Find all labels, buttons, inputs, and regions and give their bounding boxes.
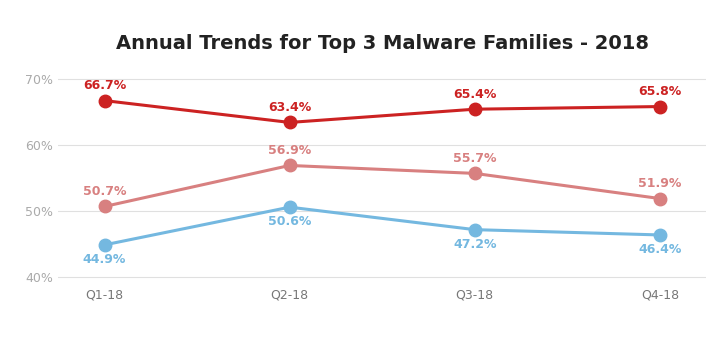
Text: 46.4%: 46.4% — [638, 243, 681, 256]
Text: 63.4%: 63.4% — [268, 101, 312, 114]
Text: 65.8%: 65.8% — [638, 85, 681, 98]
Text: 55.7%: 55.7% — [453, 152, 496, 165]
Text: 50.6%: 50.6% — [268, 215, 312, 229]
Text: 47.2%: 47.2% — [453, 238, 496, 251]
Text: 65.4%: 65.4% — [453, 88, 496, 101]
Text: 50.7%: 50.7% — [83, 185, 126, 198]
Text: 44.9%: 44.9% — [83, 253, 126, 266]
Text: 51.9%: 51.9% — [638, 177, 681, 190]
Title: Annual Trends for Top 3 Malware Families - 2018: Annual Trends for Top 3 Malware Families… — [116, 34, 649, 53]
Text: 56.9%: 56.9% — [268, 144, 312, 157]
Text: 66.7%: 66.7% — [83, 79, 126, 92]
